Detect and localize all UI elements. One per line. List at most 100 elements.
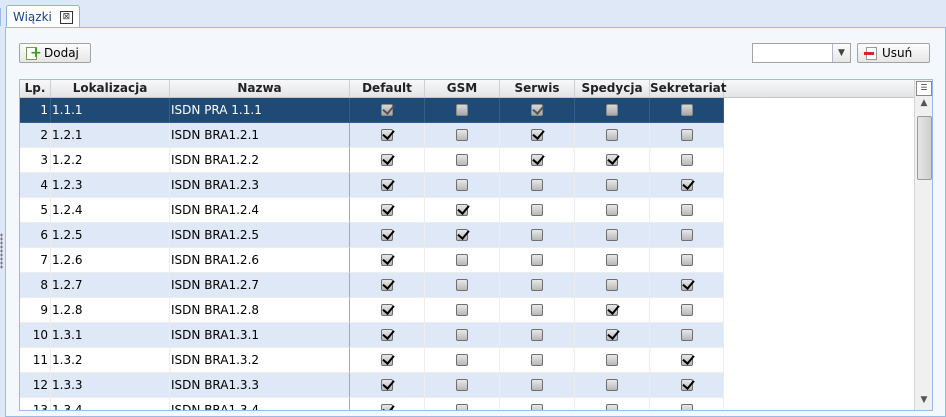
- default-checkbox[interactable]: [381, 354, 393, 366]
- scroll-up-icon[interactable]: ▲: [920, 98, 928, 108]
- serwis-checkbox[interactable]: [531, 304, 543, 316]
- spedycja-checkbox[interactable]: [606, 329, 618, 341]
- splitter-handle[interactable]: [0, 233, 3, 269]
- default-checkbox[interactable]: [381, 179, 393, 191]
- close-icon[interactable]: ⊠: [59, 10, 73, 24]
- scroll-thumb[interactable]: [917, 116, 932, 180]
- spedycja-checkbox[interactable]: [606, 179, 618, 191]
- gsm-checkbox[interactable]: [456, 129, 468, 141]
- gsm-checkbox[interactable]: [456, 379, 468, 391]
- cell-default: [350, 223, 425, 248]
- serwis-checkbox[interactable]: [531, 254, 543, 266]
- col-header-sekretariat[interactable]: Sekretariat: [650, 80, 727, 97]
- vertical-scrollbar[interactable]: ☰ ▲ ▼: [914, 80, 932, 410]
- gsm-checkbox[interactable]: [456, 179, 468, 191]
- col-header-nazwa[interactable]: Nazwa: [170, 80, 350, 97]
- default-checkbox[interactable]: [381, 329, 393, 341]
- sekretariat-checkbox[interactable]: [680, 304, 693, 316]
- default-checkbox[interactable]: [381, 404, 393, 410]
- gsm-checkbox[interactable]: [456, 404, 468, 410]
- default-checkbox[interactable]: [381, 204, 393, 216]
- table-row[interactable]: 1 1.1.1 ISDN PRA 1.1.1: [20, 98, 724, 123]
- serwis-checkbox[interactable]: [531, 279, 543, 291]
- table-row[interactable]: 12 1.3.3 ISDN BRA1.3.3: [20, 373, 724, 398]
- gsm-checkbox[interactable]: [456, 204, 468, 216]
- col-header-default[interactable]: Default: [350, 80, 425, 97]
- default-checkbox[interactable]: [381, 379, 393, 391]
- spedycja-checkbox[interactable]: [606, 204, 618, 216]
- default-checkbox[interactable]: [381, 279, 393, 291]
- sekretariat-checkbox[interactable]: [680, 279, 693, 291]
- sekretariat-checkbox[interactable]: [680, 104, 693, 116]
- remove-button[interactable]: Usuń: [857, 43, 930, 63]
- default-checkbox[interactable]: [381, 129, 393, 141]
- sekretariat-checkbox[interactable]: [680, 254, 693, 266]
- col-header-spedycja[interactable]: Spedycja: [575, 80, 650, 97]
- sekretariat-checkbox[interactable]: [680, 354, 693, 366]
- columns-menu-icon[interactable]: ☰: [916, 81, 932, 96]
- default-checkbox[interactable]: [381, 154, 393, 166]
- serwis-checkbox[interactable]: [531, 354, 543, 366]
- gsm-checkbox[interactable]: [456, 354, 468, 366]
- sekretariat-checkbox[interactable]: [680, 154, 693, 166]
- table-row[interactable]: 6 1.2.5 ISDN BRA1.2.5: [20, 223, 724, 248]
- col-header-gsm[interactable]: GSM: [425, 80, 500, 97]
- gsm-checkbox[interactable]: [456, 229, 468, 241]
- table-row[interactable]: 10 1.3.1 ISDN BRA1.3.1: [20, 323, 724, 348]
- table-row[interactable]: 11 1.3.2 ISDN BRA1.3.2: [20, 348, 724, 373]
- serwis-checkbox[interactable]: [531, 154, 543, 166]
- table-row[interactable]: 2 1.2.1 ISDN BRA1.2.1: [20, 123, 724, 148]
- default-checkbox[interactable]: [381, 304, 393, 316]
- col-header-lokalizacja[interactable]: Lokalizacja: [51, 80, 170, 97]
- sekretariat-checkbox[interactable]: [680, 129, 693, 141]
- default-checkbox[interactable]: [381, 254, 393, 266]
- serwis-checkbox[interactable]: [531, 104, 543, 116]
- gsm-checkbox[interactable]: [456, 329, 468, 341]
- col-header-lp[interactable]: Lp.: [20, 80, 51, 97]
- scroll-down-icon[interactable]: ▼: [920, 395, 928, 405]
- spedycja-checkbox[interactable]: [606, 304, 618, 316]
- spedycja-checkbox[interactable]: [606, 404, 618, 410]
- serwis-checkbox[interactable]: [531, 179, 543, 191]
- col-header-serwis[interactable]: Serwis: [500, 80, 575, 97]
- table-row[interactable]: 7 1.2.6 ISDN BRA1.2.6: [20, 248, 724, 273]
- spedycja-checkbox[interactable]: [606, 279, 618, 291]
- cell-nazwa: ISDN BRA1.2.1: [170, 123, 350, 148]
- chevron-down-icon[interactable]: ▼: [832, 44, 850, 62]
- tab-wiazki[interactable]: Wiązki ⊠: [6, 5, 80, 28]
- serwis-checkbox[interactable]: [531, 204, 543, 216]
- spedycja-checkbox[interactable]: [606, 354, 618, 366]
- serwis-checkbox[interactable]: [531, 379, 543, 391]
- gsm-checkbox[interactable]: [456, 154, 468, 166]
- serwis-checkbox[interactable]: [531, 229, 543, 241]
- sekretariat-checkbox[interactable]: [680, 404, 693, 410]
- spedycja-checkbox[interactable]: [606, 154, 618, 166]
- table-row[interactable]: 8 1.2.7 ISDN BRA1.2.7: [20, 273, 724, 298]
- gsm-checkbox[interactable]: [456, 254, 468, 266]
- table-row[interactable]: 5 1.2.4 ISDN BRA1.2.4: [20, 198, 724, 223]
- spedycja-checkbox[interactable]: [606, 229, 618, 241]
- sekretariat-checkbox[interactable]: [680, 204, 693, 216]
- table-row[interactable]: 13 1.3.4 ISDN BRA1.3.4: [20, 398, 724, 410]
- sekretariat-checkbox[interactable]: [680, 379, 693, 391]
- gsm-checkbox[interactable]: [456, 304, 468, 316]
- default-checkbox[interactable]: [381, 229, 393, 241]
- gsm-checkbox[interactable]: [456, 104, 468, 116]
- serwis-checkbox[interactable]: [531, 329, 543, 341]
- spedycja-checkbox[interactable]: [606, 254, 618, 266]
- spedycja-checkbox[interactable]: [606, 379, 618, 391]
- add-button[interactable]: + Dodaj: [19, 43, 91, 63]
- spedycja-checkbox[interactable]: [606, 129, 618, 141]
- sekretariat-checkbox[interactable]: [680, 329, 693, 341]
- table-row[interactable]: 4 1.2.3 ISDN BRA1.2.3: [20, 173, 724, 198]
- default-checkbox[interactable]: [381, 104, 393, 116]
- spedycja-checkbox[interactable]: [606, 104, 618, 116]
- gsm-checkbox[interactable]: [456, 279, 468, 291]
- filter-combo[interactable]: ▼: [752, 43, 851, 63]
- table-row[interactable]: 9 1.2.8 ISDN BRA1.2.8: [20, 298, 724, 323]
- table-row[interactable]: 3 1.2.2 ISDN BRA1.2.2: [20, 148, 724, 173]
- sekretariat-checkbox[interactable]: [680, 229, 693, 241]
- sekretariat-checkbox[interactable]: [680, 179, 693, 191]
- serwis-checkbox[interactable]: [531, 404, 543, 410]
- serwis-checkbox[interactable]: [531, 129, 543, 141]
